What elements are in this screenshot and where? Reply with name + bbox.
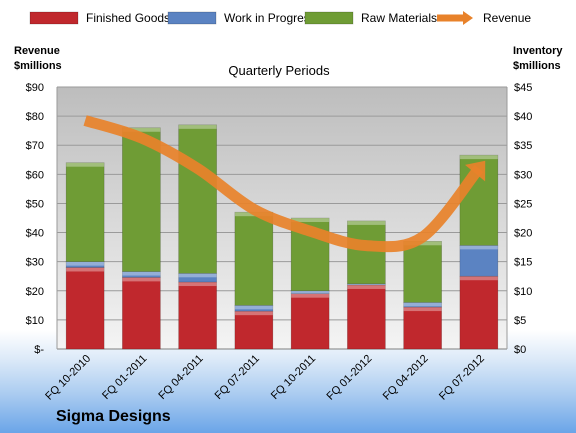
- right-tick-label: $10: [514, 286, 532, 298]
- legend-label: Raw Materials: [361, 11, 437, 25]
- left-tick-label: $40: [26, 228, 44, 240]
- bar-highlight: [459, 155, 498, 160]
- left-tick-label: $30: [26, 257, 44, 269]
- bar-highlight: [459, 245, 498, 250]
- right-tick-label: $45: [514, 82, 532, 94]
- bar-highlight: [291, 293, 330, 298]
- right-tick-label: $35: [514, 140, 532, 152]
- right-tick-label: $5: [514, 315, 526, 327]
- legend-swatch: [167, 11, 217, 25]
- category-label: FQ 10-2010: [43, 353, 93, 403]
- bar-segment: [234, 310, 274, 350]
- bar-segment: [459, 275, 499, 350]
- x-axis: FQ 10-2010 FQ 01-2011 FQ 04-2011 FQ 07-2011…: [43, 353, 487, 403]
- bar-highlight: [234, 311, 273, 316]
- bar-segment: [403, 306, 442, 350]
- bar-highlight: [122, 271, 161, 276]
- bar-segment: [234, 211, 274, 306]
- category-label: FQ 01-2012: [325, 353, 375, 403]
- legend-label: Finished Goods: [86, 11, 170, 25]
- bar-segment: [65, 162, 105, 262]
- bar-highlight: [178, 282, 217, 287]
- bar-segment: [290, 293, 330, 350]
- chart-subtitle: Quarterly Periods: [228, 63, 330, 78]
- left-axis-title-line1: Revenue: [14, 45, 60, 57]
- right-tick-label: $30: [514, 169, 532, 181]
- left-tick-label: $-: [34, 344, 44, 356]
- right-tick-label: $0: [514, 344, 526, 356]
- right-tick-label: $20: [514, 228, 532, 240]
- bar-highlight: [178, 124, 217, 129]
- right-tick-label: $15: [514, 257, 532, 269]
- bar-highlight: [66, 261, 105, 266]
- left-tick-label: $60: [26, 169, 44, 181]
- left-tick-label: $20: [26, 286, 44, 298]
- left-tick-label: $90: [26, 82, 44, 94]
- bar-highlight: [178, 273, 217, 278]
- bar-highlight: [122, 127, 161, 132]
- bar-segment: [178, 281, 217, 350]
- bar-segment: [347, 220, 386, 285]
- bar-highlight: [66, 267, 105, 272]
- revenue-arrowhead: [465, 160, 486, 182]
- bar-segment: [178, 124, 217, 274]
- bar-highlight: [347, 283, 386, 285]
- legend-swatch: [29, 11, 79, 25]
- bar-highlight: [291, 218, 330, 222]
- legend-swatch-arrow: [463, 11, 473, 25]
- left-axis: $- $10 $20 $30 $40 $50 $60 $70 $80 $90: [26, 82, 45, 356]
- bar-segment: [403, 240, 442, 303]
- legend-swatch: [304, 11, 354, 25]
- right-axis: $0 $5 $10 $15 $20 $25 $30 $35 $40 $45: [514, 82, 532, 356]
- bar-highlight: [403, 307, 442, 312]
- right-axis-title-line2: $millions: [513, 60, 561, 72]
- bar-highlight: [122, 277, 161, 282]
- bars: [65, 124, 499, 350]
- revenue-line-group: [83, 115, 486, 253]
- legend-label: Work in Progress: [224, 11, 316, 25]
- bar-highlight: [403, 302, 442, 307]
- category-label: FQ 07-2011: [213, 353, 262, 402]
- category-label: FQ 10-2011: [269, 353, 318, 402]
- bar-highlight: [234, 305, 273, 310]
- right-tick-label: $40: [514, 111, 532, 123]
- company-name: Sigma Designs: [56, 408, 171, 425]
- bar-segment: [122, 277, 161, 350]
- bar-highlight: [459, 276, 498, 281]
- bar-highlight: [347, 220, 386, 225]
- category-label: FQ 01-2011: [100, 353, 149, 402]
- left-tick-label: $80: [26, 111, 44, 123]
- category-label: FQ 04-2011: [156, 353, 205, 402]
- bar-highlight: [66, 162, 105, 167]
- legend: Finished Goods Work in Progress Raw Materi…: [29, 11, 531, 25]
- bar-segment: [347, 284, 386, 350]
- revenue-line: [83, 115, 484, 253]
- left-tick-label: $50: [26, 198, 44, 210]
- bar-segment: [122, 127, 161, 272]
- bar-segment: [65, 267, 105, 350]
- right-axis-title-line1: Inventory: [513, 45, 563, 57]
- bar-highlight: [347, 284, 386, 289]
- bar-segment: [459, 245, 499, 277]
- category-label: FQ 07-2012: [437, 353, 487, 403]
- left-tick-label: $10: [26, 315, 44, 327]
- right-tick-label: $25: [514, 198, 532, 210]
- legend-label: Revenue: [483, 11, 531, 25]
- left-axis-title-line2: $millions: [14, 60, 62, 72]
- left-tick-label: $70: [26, 140, 44, 152]
- category-label: FQ 04-2012: [381, 353, 431, 403]
- bar-highlight: [291, 290, 330, 294]
